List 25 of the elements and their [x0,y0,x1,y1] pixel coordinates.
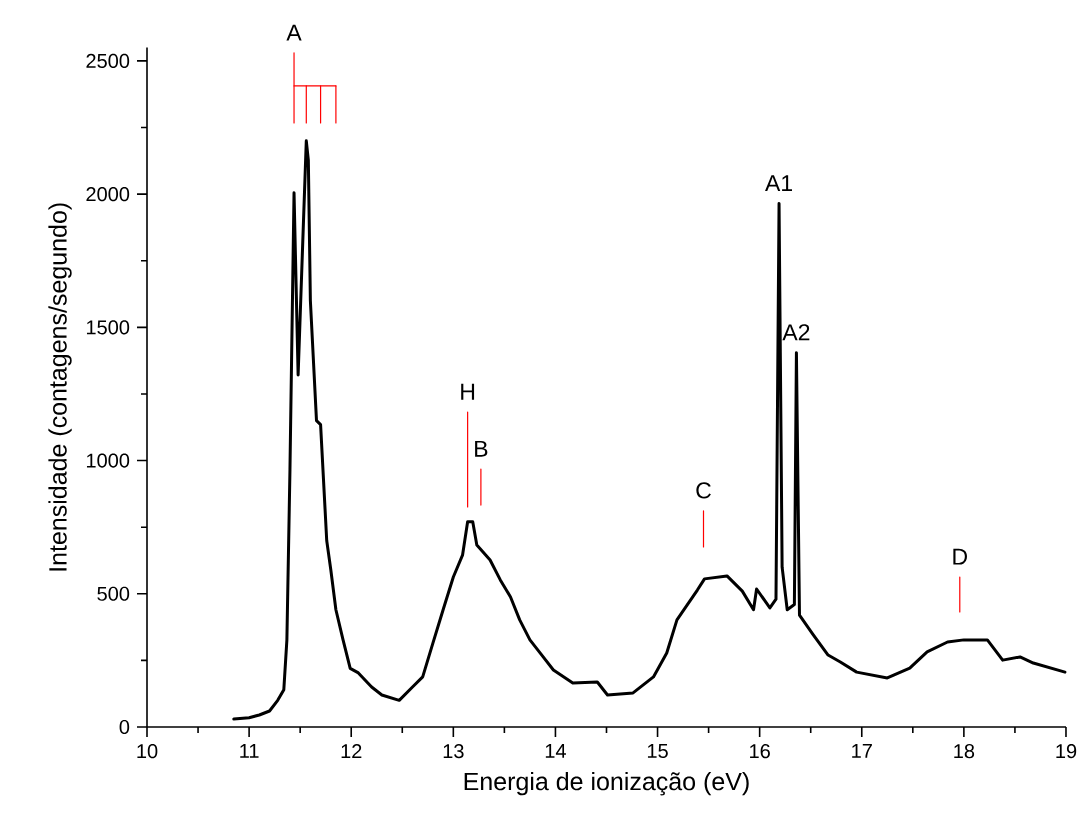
x-tick-label: 17 [852,744,872,758]
x-tick-label: 10 [137,744,158,759]
x-tick-label: 19 [1056,744,1077,759]
x-tick-label: 11 [240,744,259,758]
x-tick-label: 18 [954,744,975,759]
y-axis-title: Intensidade (contagens/segundo) [48,203,72,571]
x-tick-label: 12 [341,744,362,759]
y-tick-label: 500 [97,586,130,601]
annotation: A2 [782,324,810,341]
y-tick-label: 1500 [86,320,130,335]
x-tick-label: 13 [443,744,464,759]
annotation: C [696,482,711,499]
annotation: D [953,548,967,565]
annotation: B [475,440,488,457]
y-tick-label: 2500 [86,53,130,68]
annotation: H [461,383,475,400]
y-tick-label: 0 [119,719,130,735]
annotation: A [286,24,302,41]
x-axis-title: Energia de ionização (eV) [464,771,749,796]
x-tick-label: 14 [545,744,566,758]
y-tick-label: 1000 [86,453,130,468]
x-tick-label: 16 [750,744,770,759]
x-tick-label: 15 [647,744,668,759]
annotation: A1 [765,175,792,192]
y-tick-label: 2000 [86,187,130,202]
